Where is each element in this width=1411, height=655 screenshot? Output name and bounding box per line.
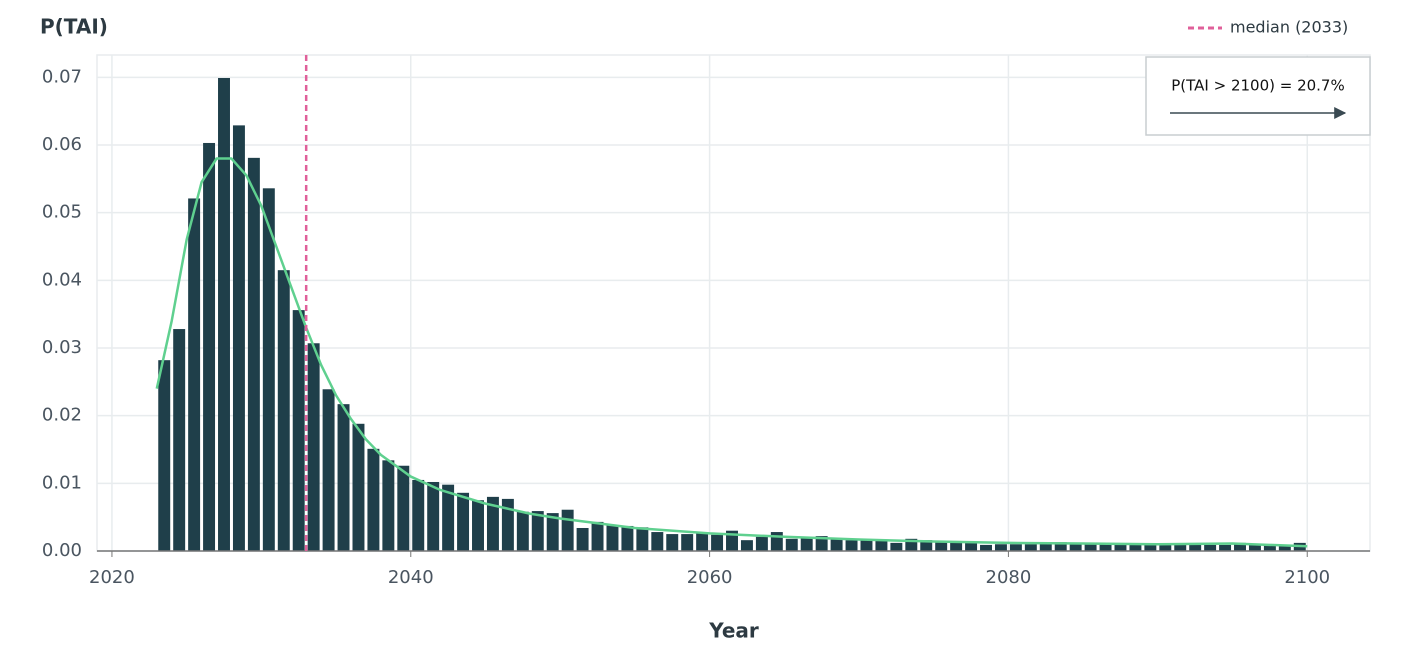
bar bbox=[636, 527, 649, 551]
bar bbox=[890, 542, 903, 551]
bar bbox=[711, 534, 724, 551]
y-tick-label: 0.04 bbox=[42, 269, 82, 290]
y-tick-label: 0.07 bbox=[42, 66, 82, 87]
bar bbox=[980, 544, 992, 551]
x-tick-label: 2040 bbox=[388, 567, 434, 588]
bar bbox=[412, 479, 425, 551]
bar bbox=[1069, 542, 1082, 551]
y-tick-label: 0.00 bbox=[42, 540, 82, 561]
bar bbox=[935, 540, 948, 551]
bar bbox=[322, 389, 335, 551]
bar bbox=[1084, 544, 1097, 551]
bar bbox=[815, 536, 828, 551]
y-tick-label: 0.03 bbox=[42, 337, 82, 358]
bar bbox=[561, 509, 574, 551]
bar bbox=[501, 498, 514, 551]
bar bbox=[531, 511, 544, 551]
bar bbox=[800, 538, 813, 551]
bar bbox=[1099, 544, 1112, 551]
bar bbox=[1144, 544, 1157, 551]
bar bbox=[696, 532, 709, 551]
x-tick-label: 2020 bbox=[89, 567, 135, 588]
y-tick-label: 0.02 bbox=[42, 405, 82, 426]
bar bbox=[1219, 544, 1232, 551]
bar bbox=[1204, 544, 1217, 551]
y-tick-label: 0.05 bbox=[42, 202, 82, 223]
bar bbox=[920, 540, 933, 551]
bar bbox=[1024, 544, 1037, 551]
bar bbox=[1054, 542, 1067, 551]
bar bbox=[860, 540, 873, 551]
bar bbox=[442, 484, 455, 551]
bar bbox=[651, 532, 664, 551]
bar bbox=[994, 544, 1007, 551]
annotation-box bbox=[1145, 56, 1371, 136]
bar bbox=[173, 329, 186, 551]
bar bbox=[516, 511, 529, 551]
bar bbox=[367, 448, 380, 551]
bar bbox=[740, 540, 753, 551]
bar bbox=[1159, 544, 1172, 551]
bar bbox=[232, 125, 245, 551]
annotation-text: P(TAI > 2100) = 20.7% bbox=[1171, 77, 1344, 95]
bar bbox=[950, 542, 963, 551]
bar bbox=[382, 460, 395, 551]
bar bbox=[277, 270, 290, 551]
bar bbox=[1009, 544, 1022, 551]
bar bbox=[905, 538, 918, 551]
bar bbox=[427, 481, 440, 551]
bar bbox=[1278, 544, 1291, 551]
bar bbox=[486, 496, 499, 551]
x-tick-label: 2080 bbox=[986, 567, 1032, 588]
bar bbox=[681, 534, 694, 551]
bar bbox=[666, 534, 679, 551]
bar bbox=[457, 492, 470, 551]
bar bbox=[218, 78, 230, 551]
bar bbox=[352, 423, 365, 551]
bar bbox=[188, 198, 201, 552]
y-tick-label: 0.01 bbox=[42, 472, 82, 493]
bar bbox=[397, 465, 410, 551]
bar bbox=[785, 538, 798, 551]
bar bbox=[307, 343, 320, 551]
bar bbox=[875, 540, 888, 551]
bar bbox=[1114, 544, 1127, 551]
bar bbox=[726, 530, 738, 551]
legend: median (2033) bbox=[1188, 18, 1348, 37]
density-curve bbox=[155, 157, 1308, 548]
x-axis-label: Year bbox=[708, 619, 759, 643]
bar bbox=[1039, 543, 1052, 551]
bar bbox=[755, 536, 768, 551]
legend-label: median (2033) bbox=[1230, 18, 1348, 37]
bar bbox=[845, 540, 858, 551]
bar bbox=[1189, 544, 1202, 551]
x-tick-label: 2100 bbox=[1284, 567, 1330, 588]
bar bbox=[158, 360, 171, 551]
bar bbox=[830, 538, 843, 551]
bar bbox=[770, 532, 783, 551]
bar bbox=[576, 527, 589, 551]
bar bbox=[1248, 544, 1261, 551]
bar bbox=[621, 525, 634, 551]
bar bbox=[1174, 544, 1187, 551]
bar bbox=[262, 188, 275, 551]
bar bbox=[337, 404, 350, 551]
bar bbox=[1129, 543, 1142, 551]
bar bbox=[591, 521, 604, 551]
bar bbox=[965, 542, 978, 551]
bar bbox=[546, 513, 559, 551]
chart-title: P(TAI) bbox=[40, 15, 108, 39]
bar bbox=[292, 310, 305, 551]
bar bbox=[247, 157, 260, 552]
x-tick-label: 2060 bbox=[687, 567, 733, 588]
y-tick-label: 0.06 bbox=[42, 134, 82, 155]
bar bbox=[472, 500, 484, 551]
bar bbox=[1234, 542, 1246, 551]
bar bbox=[1263, 544, 1276, 551]
bar bbox=[606, 525, 619, 551]
bar bbox=[203, 142, 216, 551]
